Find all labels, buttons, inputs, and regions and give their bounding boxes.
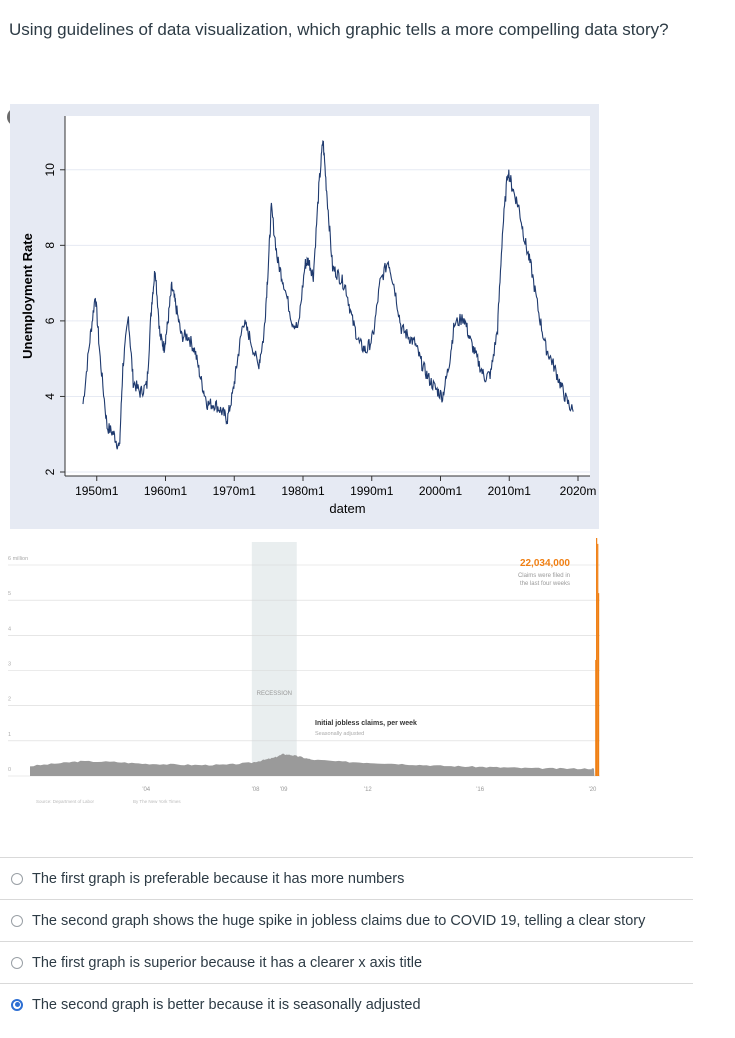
x-axis-title: datem	[329, 501, 365, 516]
claims-subtitle: Seasonally adjusted	[315, 731, 364, 737]
recession-band	[251, 542, 297, 776]
option-0[interactable]: The first graph is preferable because it…	[0, 857, 693, 899]
question-text: Using guidelines of data visualization, …	[9, 20, 669, 39]
unemployment-chart: 2 4 6 8 10 Unemployment Rate 1950m1 1960m1 1970m…	[10, 104, 599, 529]
claims-title: Initial jobless claims, per week	[315, 720, 417, 727]
option-label: The first graph is preferable because it…	[32, 870, 405, 887]
radio-button[interactable]	[11, 914, 23, 927]
x-tick-label: '12	[364, 787, 372, 793]
radio-button[interactable]	[11, 872, 23, 885]
option-2[interactable]: The first graph is superior because it h…	[0, 941, 693, 983]
callout-value: 22,034,000	[520, 558, 570, 569]
callout-text: Claims were filed in	[518, 573, 570, 579]
claims-area	[30, 753, 595, 776]
y-axis-title: Unemployment Rate	[20, 233, 35, 359]
x-tick-label: 2020m	[560, 484, 597, 498]
y-tick-label: 1	[8, 732, 11, 738]
x-tick-label: 1980m1	[281, 484, 325, 498]
x-tick-label: 2000m1	[419, 484, 463, 498]
x-tick-label: '09	[280, 787, 288, 793]
x-tick-label: 1970m1	[213, 484, 257, 498]
callout-text: the last four weeks	[520, 581, 570, 587]
x-tick-label: '08	[252, 787, 260, 793]
y-tick-label: 4	[43, 393, 57, 400]
recession-label: RECESSION	[257, 691, 292, 697]
y-tick-label: 6	[43, 317, 57, 324]
x-tick-label: '16	[476, 787, 484, 793]
option-3[interactable]: The second graph is better because it is…	[0, 983, 693, 1025]
x-tick-label: '04	[142, 787, 150, 793]
y-tick-label: 3	[8, 662, 11, 668]
x-tick-label: 1960m1	[144, 484, 188, 498]
y-tick-label: 0	[8, 767, 11, 773]
radio-button[interactable]	[11, 998, 23, 1011]
x-tick-label: '20	[589, 787, 597, 793]
option-label: The second graph is better because it is…	[32, 996, 421, 1013]
answer-options: The first graph is preferable because it…	[0, 857, 693, 1025]
y-tick-label: 8	[43, 242, 57, 249]
unemployment-line	[82, 140, 574, 450]
y-tick-label: 5	[8, 591, 11, 597]
x-tick-label: 1950m1	[75, 484, 119, 498]
y-tick-label: 6 million	[8, 556, 28, 562]
byline-text: By The New York Times	[133, 799, 181, 804]
option-1[interactable]: The second graph shows the huge spike in…	[0, 899, 693, 941]
option-label: The second graph shows the huge spike in…	[32, 912, 646, 929]
y-tick-label: 4	[8, 626, 11, 632]
source-text: Source: Department of Labor	[36, 799, 95, 804]
radio-button[interactable]	[11, 956, 23, 969]
option-label: The first graph is superior because it h…	[32, 954, 423, 971]
y-tick-label: 2	[8, 697, 11, 703]
x-tick-label: 2010m1	[488, 484, 532, 498]
x-tick-label: 1990m1	[350, 484, 394, 498]
jobless-claims-chart: RECESSION 6 million 5 4 3 2 1 0 22,034,000 Claims…	[8, 538, 600, 804]
y-tick-label: 10	[43, 163, 57, 177]
y-tick-label: 2	[43, 468, 57, 475]
